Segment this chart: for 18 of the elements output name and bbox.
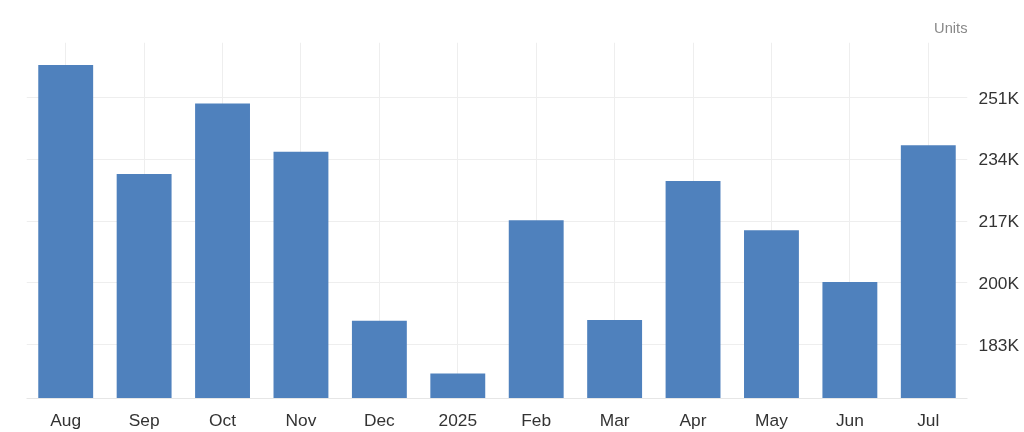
x-tick-label: Jun bbox=[835, 409, 864, 430]
x-tick-label: Mar bbox=[599, 409, 630, 430]
y-axis-title: Units bbox=[934, 19, 968, 36]
x-tick-label: Jul bbox=[917, 409, 940, 430]
x-tick-label: Oct bbox=[209, 409, 237, 430]
y-tick-label: 251K bbox=[978, 87, 1020, 108]
y-tick-label: 183K bbox=[978, 334, 1020, 355]
x-tick-label: Sep bbox=[128, 409, 160, 430]
y-tick-label: 217K bbox=[978, 211, 1020, 232]
x-tick-label: Aug bbox=[50, 409, 82, 430]
x-tick-label: Feb bbox=[521, 409, 552, 430]
y-tick-label: 200K bbox=[978, 272, 1020, 293]
x-tick-label: May bbox=[755, 409, 789, 430]
x-tick-label: Apr bbox=[679, 409, 707, 430]
x-tick-label: 2025 bbox=[438, 409, 478, 430]
x-tick-label: Dec bbox=[363, 409, 396, 430]
x-tick-label: Nov bbox=[285, 409, 317, 430]
y-tick-label: 234K bbox=[978, 149, 1020, 170]
